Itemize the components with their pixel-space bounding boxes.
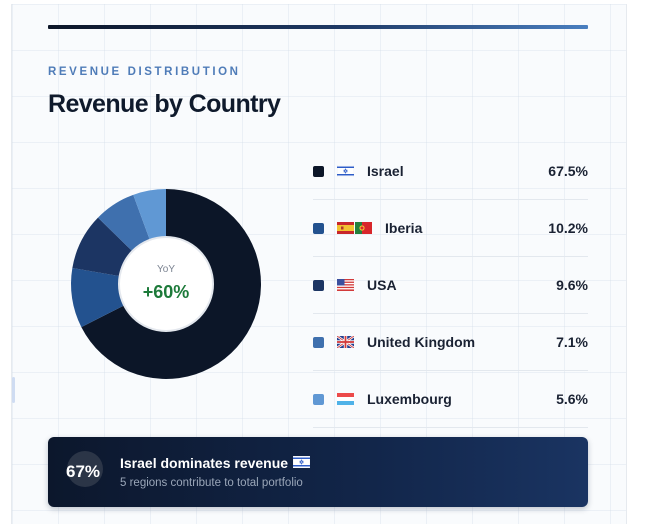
luxembourg-flag-icon — [337, 393, 354, 405]
flag-group — [337, 165, 354, 177]
legend-label: Israel — [367, 163, 404, 179]
legend-swatch — [313, 279, 324, 291]
donut-hole — [118, 236, 214, 332]
legend-label: Iberia — [385, 220, 423, 236]
israel-flag-icon — [292, 455, 311, 471]
flag-group — [337, 279, 354, 291]
legend-value: 9.6% — [556, 277, 588, 293]
banner-title: Israel dominates revenue — [120, 455, 311, 471]
section-eyebrow: REVENUE DISTRIBUTION — [48, 66, 241, 78]
legend-row-israel[interactable]: Israel 67.5% — [313, 143, 588, 200]
legend-row-iberia[interactable]: Iberia 10.2% — [313, 200, 588, 257]
donut-center-label: YoY — [157, 264, 175, 275]
usa-flag-icon — [337, 279, 354, 291]
legend-value: 10.2% — [548, 220, 588, 236]
donut-slice-luxembourg[interactable] — [133, 189, 166, 240]
donut-slice-iberia[interactable] — [71, 267, 125, 328]
israel-flag-icon — [337, 165, 354, 177]
donut-slice-israel[interactable] — [81, 189, 262, 379]
legend-value: 5.6% — [556, 391, 588, 407]
legend-swatch — [313, 393, 324, 405]
legend-swatch — [313, 222, 324, 234]
legend-label: USA — [367, 277, 397, 293]
legend-swatch — [313, 165, 324, 177]
legend-value: 7.1% — [556, 334, 588, 350]
donut-slice-united-kingdom[interactable] — [97, 194, 150, 252]
banner-title-text: Israel dominates revenue — [120, 455, 289, 471]
flag-group — [337, 393, 354, 405]
legend-row-united-kingdom[interactable]: United Kingdom 7.1% — [313, 314, 588, 371]
legend-label: United Kingdom — [367, 334, 476, 350]
legend-value: 67.5% — [548, 163, 588, 179]
flag-group — [337, 336, 354, 348]
legend-label: Luxembourg — [367, 391, 452, 407]
legend-row-usa[interactable]: USA 9.6% — [313, 257, 588, 314]
legend-swatch — [313, 336, 324, 348]
accent-bar — [48, 25, 588, 29]
insight-banner: 67% Israel dominates revenue 5 regions c… — [48, 437, 588, 507]
donut-slice-usa[interactable] — [72, 217, 133, 277]
banner-subtitle: 5 regions contribute to total portfolio — [120, 477, 303, 489]
donut-chart — [71, 189, 262, 379]
page-title: Revenue by Country — [48, 90, 281, 118]
uk-flag-icon — [337, 336, 354, 348]
legend-row-luxembourg[interactable]: Luxembourg 5.6% — [313, 371, 588, 428]
spain-flag-icon — [337, 222, 354, 234]
legend: Israel 67.5% Iberia 10.2% USA 9.6% Unite… — [313, 143, 588, 428]
flag-group — [337, 222, 372, 234]
percent-badge — [67, 451, 103, 487]
side-handle[interactable] — [12, 377, 15, 403]
donut-center-value: +60% — [142, 282, 190, 302]
portugal-flag-icon — [355, 222, 372, 234]
badge-value: 67% — [66, 462, 101, 481]
